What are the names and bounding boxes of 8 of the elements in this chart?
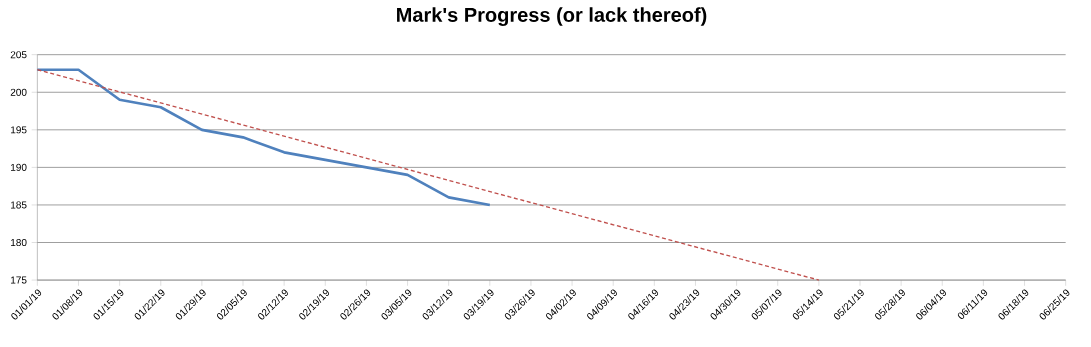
y-tick-label: 175 — [11, 276, 27, 284]
y-tick-label: 190 — [11, 163, 27, 172]
y-tick-label: 205 — [10, 51, 27, 59]
chart-title: Mark's Progress (or lack thereof) — [397, 7, 707, 27]
y-tick-label: 195 — [11, 126, 27, 134]
y-tick-label: 185 — [11, 201, 27, 209]
y-tick-label: 180 — [11, 239, 27, 247]
y-tick-label: 200 — [10, 88, 27, 96]
